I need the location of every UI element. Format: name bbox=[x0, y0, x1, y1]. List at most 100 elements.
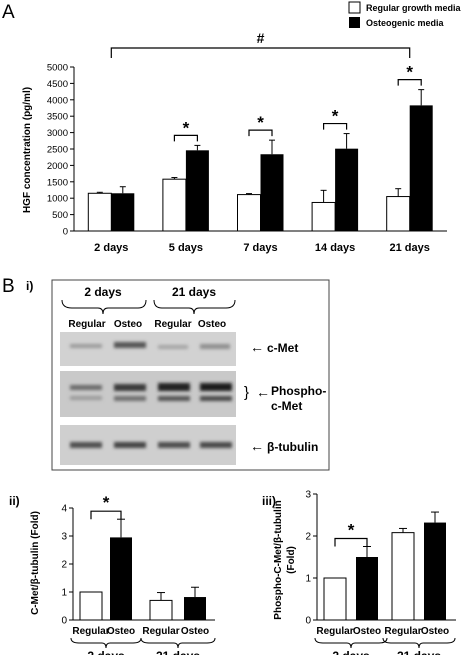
chart-b-ii-bars bbox=[73, 518, 215, 621]
blot-group-label-21days: 21 days bbox=[172, 285, 216, 299]
bar-regular bbox=[386, 196, 411, 232]
chart-a-bars bbox=[74, 89, 447, 232]
significance-hash: # bbox=[257, 30, 265, 46]
legend-swatch-osteogenic bbox=[349, 17, 360, 28]
bar-osteogenic bbox=[260, 154, 284, 231]
chart-a-y-tick-label: 3000 bbox=[47, 128, 68, 139]
x-tick-label: 5 days bbox=[169, 242, 203, 254]
c3-y-tick-label: 2 bbox=[305, 532, 311, 543]
x-tick-label: Regular bbox=[72, 626, 109, 637]
chart-b-iii-yaxis: 0 1 2 3 bbox=[305, 490, 318, 627]
bar-regular bbox=[323, 577, 347, 621]
legend-swatch-regular bbox=[348, 1, 361, 14]
bar-osteo bbox=[184, 597, 206, 620]
x-tick-label: 2 days bbox=[94, 242, 128, 254]
c3-y-tick-label: 0 bbox=[305, 616, 311, 627]
chart-a-y-tick-label: 4000 bbox=[47, 95, 68, 106]
significance-bracket bbox=[397, 79, 422, 86]
bar-regular bbox=[391, 532, 415, 621]
x-tick-label: 7 days bbox=[243, 242, 277, 254]
x-tick-label: Osteo bbox=[107, 626, 135, 637]
c2-y-tick-label: 1 bbox=[61, 588, 67, 599]
chart-a-y-tick-label: 1500 bbox=[47, 177, 68, 188]
chart-b-ii-ylabel: C-Met/β-tubulin (Fold) bbox=[30, 511, 41, 615]
chart-b-ii-significance: * bbox=[90, 493, 122, 520]
blot-group-label-2days: 2 days bbox=[84, 285, 122, 299]
x-tick-label: Regular bbox=[142, 626, 179, 637]
chart-a-y-tick-label: 1000 bbox=[47, 194, 68, 205]
x-tick-label: 14 days bbox=[315, 242, 355, 254]
x-tick-label: Osteo bbox=[353, 626, 381, 637]
blot-strip-phospho-cmet bbox=[60, 371, 236, 417]
chart-b-iii: Phospho-C-Met/β-tubulin (Fold) 0 1 2 3 Regu… bbox=[273, 490, 456, 660]
chart-b-iii-bars bbox=[317, 511, 456, 621]
bar-regular bbox=[149, 599, 173, 621]
panel-label-b: B bbox=[2, 276, 15, 297]
chart-a-significance: * * * * # bbox=[110, 30, 422, 142]
bar-osteogenic bbox=[185, 150, 209, 231]
chart-b-ii-yaxis: 0 1 2 3 4 bbox=[61, 504, 74, 627]
bar-osteogenic bbox=[335, 148, 359, 231]
blot-lane-label-1: Regular bbox=[68, 319, 105, 330]
arrow-icon: ← bbox=[256, 384, 270, 400]
legend-label-osteogenic: Osteogenic media bbox=[366, 18, 445, 28]
group-brace bbox=[314, 637, 388, 649]
arrow-icon: ← bbox=[250, 438, 264, 454]
group-brace bbox=[140, 637, 216, 649]
significance-star: * bbox=[183, 118, 190, 137]
blot-row-label-phospho-line2: c-Met bbox=[271, 399, 302, 413]
group-brace bbox=[382, 637, 456, 649]
blot-bands-phospho-cmet bbox=[70, 383, 232, 401]
x-tick-label: Regular bbox=[316, 626, 353, 637]
bar-regular bbox=[162, 178, 187, 232]
group-label: 21 days bbox=[397, 649, 441, 655]
bar-osteogenic bbox=[111, 193, 135, 231]
c3-y-tick-label: 3 bbox=[305, 490, 311, 501]
arrow-icon: ← bbox=[250, 339, 264, 355]
chart-a-y-tick-label: 5000 bbox=[47, 63, 68, 74]
bar-regular bbox=[237, 194, 261, 232]
legend-label-regular: Regular growth media bbox=[366, 3, 462, 13]
legend: Regular growth media Osteogenic media bbox=[348, 1, 462, 28]
blot-row-label-cmet: c-Met bbox=[267, 341, 298, 355]
blot-row-label-phospho-line1: Phospho- bbox=[271, 384, 326, 398]
significance-star: * bbox=[332, 107, 339, 126]
blot-bands-cmet bbox=[70, 342, 230, 349]
blot-bands-btubulin bbox=[70, 442, 232, 448]
x-tick-label: 21 days bbox=[390, 242, 430, 254]
chart-b-iii-ylabel-line1: Phospho-C-Met/β-tubulin bbox=[273, 500, 284, 619]
group-label: 2 days bbox=[332, 649, 370, 655]
blot-lane-label-4: Osteo bbox=[198, 319, 226, 330]
significance-bracket bbox=[90, 510, 122, 520]
chart-a-y-tick-label: 2000 bbox=[47, 161, 68, 172]
panel-label-b-iii: iii) bbox=[262, 494, 276, 508]
significance-bracket bbox=[248, 129, 273, 137]
chart-a-yaxis: 0 500 1000 1500 2000 2500 3000 3500 4000 4500 5000 bbox=[47, 63, 75, 238]
significance-bracket-long bbox=[110, 47, 411, 58]
chart-a-y-tick-label: 4500 bbox=[47, 79, 68, 90]
c2-y-tick-label: 2 bbox=[61, 560, 67, 571]
x-tick-label: Regular bbox=[384, 626, 421, 637]
significance-star: * bbox=[257, 113, 264, 132]
blot-group-brace-2days bbox=[61, 299, 147, 315]
chart-b-iii-significance: * bbox=[334, 521, 368, 547]
chart-b-iii-ylabel-line2: (Fold) bbox=[286, 546, 297, 574]
group-label: 21 days bbox=[156, 649, 200, 655]
bar-osteo bbox=[424, 522, 446, 620]
significance-star: * bbox=[406, 63, 413, 82]
c3-y-tick-label: 1 bbox=[305, 574, 311, 585]
c2-y-tick-label: 3 bbox=[61, 532, 67, 543]
chart-a-y-tick-label: 500 bbox=[52, 210, 68, 221]
group-label: 2 days bbox=[87, 649, 125, 655]
bar-osteo bbox=[110, 537, 132, 620]
significance-bracket bbox=[323, 122, 348, 130]
significance-bracket bbox=[334, 537, 368, 547]
brace-icon: } bbox=[244, 384, 249, 401]
panel-label-b-ii: ii) bbox=[9, 494, 20, 508]
x-tick-label: Osteo bbox=[421, 626, 449, 637]
bar-regular bbox=[311, 201, 336, 232]
